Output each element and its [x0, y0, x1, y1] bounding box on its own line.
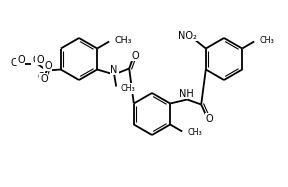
Text: O: O — [37, 71, 45, 82]
Text: O: O — [40, 73, 48, 84]
Text: O: O — [44, 61, 52, 70]
Text: CH₃: CH₃ — [120, 84, 135, 93]
Text: CH₃: CH₃ — [114, 36, 132, 45]
Text: O: O — [36, 54, 43, 65]
Text: N: N — [111, 65, 118, 74]
Text: O: O — [17, 54, 25, 65]
Text: NH: NH — [179, 88, 194, 99]
Text: O: O — [205, 114, 213, 123]
Text: CH₃: CH₃ — [259, 36, 274, 45]
Text: O: O — [32, 54, 40, 65]
Text: O: O — [10, 57, 18, 68]
Text: CH₃: CH₃ — [187, 128, 202, 137]
Text: NO₂: NO₂ — [178, 30, 197, 41]
Text: O: O — [131, 50, 139, 61]
